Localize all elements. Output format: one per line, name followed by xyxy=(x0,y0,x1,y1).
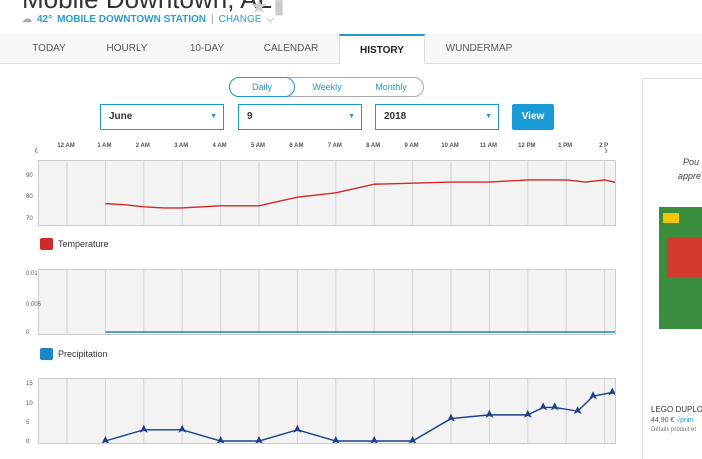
hour-label: 3 AM xyxy=(174,143,189,149)
hour-label: 9 AM xyxy=(404,143,419,149)
advertisement[interactable]: Pou appre LEGO DUPLO 44,90 € √prim Détai… xyxy=(642,78,702,459)
hour-label: 12 PM xyxy=(518,143,536,149)
ad-details: Détails produit et xyxy=(651,427,697,433)
hour-label: 12 AM xyxy=(57,143,75,149)
ad-text-line2: appre xyxy=(678,171,702,181)
hour-label: 7 AM xyxy=(327,143,342,149)
precip-ytick: 0.01 xyxy=(26,271,38,277)
toggle-monthly[interactable]: Monthly xyxy=(375,82,407,92)
wind-line xyxy=(105,391,613,442)
hour-label: 5 AM xyxy=(250,143,266,149)
caret-down-icon: ▼ xyxy=(485,113,492,120)
wind-direction-marker xyxy=(608,387,615,396)
chevron-down-icon[interactable]: ⌵ xyxy=(266,14,274,25)
temp-ytick: 80 xyxy=(26,194,33,200)
station-name[interactable]: MOBILE DOWNTOWN STATION xyxy=(57,14,206,25)
city-title: Mobile Downtown, AL xyxy=(22,0,272,15)
wind-direction-marker xyxy=(370,436,378,443)
precip-ytick: 0.005 xyxy=(26,302,42,308)
station-info: ☁ 42° MOBILE DOWNTOWN STATION | CHANGE ⌵ xyxy=(22,14,274,25)
year-value: 2018 xyxy=(384,111,407,122)
wind-ytick: 5 xyxy=(26,420,30,426)
chevron-left-icon[interactable]: ‹ xyxy=(34,143,38,157)
wind-direction-marker xyxy=(217,436,225,443)
wind-ytick: 0 xyxy=(26,439,30,445)
temperature-legend-label: Temperature xyxy=(58,239,109,249)
view-button[interactable]: View xyxy=(512,104,554,130)
tab-hourly[interactable]: HOURLY xyxy=(106,43,148,54)
toggle-daily[interactable]: Daily xyxy=(229,77,295,97)
cloud-icon: ☁ xyxy=(22,14,32,25)
temperature-swatch xyxy=(40,238,53,250)
tab-10-day[interactable]: 10-DAY xyxy=(189,43,225,54)
ad-product-name[interactable]: LEGO DUPLO xyxy=(651,405,702,414)
wind-direction-marker xyxy=(409,436,417,443)
hour-label: 10 AM xyxy=(441,143,459,149)
history-panel: Daily Weekly Monthly June ▼ 9 ▼ 2018 ▼ V… xyxy=(0,64,630,459)
precip-ytick: 0 xyxy=(26,330,30,336)
hour-label: 1 PM xyxy=(558,143,573,149)
chevron-right-icon[interactable]: › xyxy=(604,143,608,157)
wind-ytick: 15 xyxy=(26,381,33,387)
caret-down-icon: ▼ xyxy=(210,113,217,120)
temperature-legend[interactable]: Temperature xyxy=(40,238,109,250)
favorite-star-icon[interactable]: ★ ▮ xyxy=(250,0,285,18)
hour-label: 2 P xyxy=(599,143,609,149)
hour-label: 8 AM xyxy=(366,143,381,149)
year-select[interactable]: 2018 ▼ xyxy=(375,104,499,130)
tab-today[interactable]: TODAY xyxy=(32,43,66,54)
wind-ytick: 10 xyxy=(26,401,33,407)
hour-label: 6 AM xyxy=(289,143,304,149)
ad-text-line1: Pou xyxy=(683,157,700,167)
hour-axis: ‹ › 12 AM 1 AM 2 AM 3 AM 4 AM 5 AM 6 AM 7 AM 8 A… xyxy=(0,140,630,157)
ad-price: 44,90 € √prim xyxy=(651,417,694,424)
current-temp: 42° xyxy=(37,14,53,25)
wind-direction-marker xyxy=(539,402,548,411)
wind-direction-marker xyxy=(293,424,302,433)
tab-history[interactable]: HISTORY xyxy=(339,34,425,65)
product-image[interactable] xyxy=(659,207,702,329)
tab-wundermap[interactable]: WUNDERMAP xyxy=(445,43,513,54)
precipitation-chart xyxy=(38,269,616,335)
temperature-line xyxy=(105,179,615,209)
separator: | xyxy=(211,14,214,25)
wind-direction-marker xyxy=(589,391,598,400)
wind-chart xyxy=(38,378,616,444)
wind-direction-marker xyxy=(573,406,582,415)
month-value: June xyxy=(109,111,133,122)
month-select[interactable]: June ▼ xyxy=(100,104,224,130)
toggle-weekly[interactable]: Weekly xyxy=(312,82,342,92)
temp-ytick: 70 xyxy=(26,216,33,222)
wind-direction-marker xyxy=(485,409,494,418)
temperature-chart xyxy=(38,160,616,226)
page-header: Mobile Downtown, AL ★ ▮ ☁ 42° MOBILE DOW… xyxy=(0,0,702,65)
wind-direction-marker xyxy=(447,413,455,422)
day-value: 9 xyxy=(247,111,253,122)
wind-direction-marker xyxy=(101,436,109,443)
wind-direction-marker xyxy=(332,436,340,443)
temp-ytick: 90 xyxy=(26,173,33,179)
hour-label: 4 AM xyxy=(212,143,227,149)
wind-direction-marker xyxy=(255,436,263,443)
hour-label: 1 AM xyxy=(97,143,112,149)
wind-direction-marker xyxy=(139,424,148,433)
hour-label: 11 AM xyxy=(479,143,497,149)
tab-calendar[interactable]: CALENDAR xyxy=(263,43,319,54)
caret-down-icon: ▼ xyxy=(348,113,355,120)
precipitation-legend-label: Precipitation xyxy=(58,349,108,359)
precipitation-legend[interactable]: Precipitation xyxy=(40,348,108,360)
nav-tabs: TODAY HOURLY 10-DAY CALENDAR HISTORY WUN… xyxy=(0,34,702,65)
wind-direction-marker xyxy=(523,409,532,418)
precipitation-swatch xyxy=(40,348,53,360)
change-station-link[interactable]: CHANGE xyxy=(218,14,262,25)
day-select[interactable]: 9 ▼ xyxy=(238,104,362,130)
wind-direction-marker xyxy=(178,424,187,433)
hour-label: 2 AM xyxy=(135,143,150,149)
wind-direction-marker xyxy=(550,402,559,411)
period-toggle: Daily Weekly Monthly xyxy=(229,77,424,97)
